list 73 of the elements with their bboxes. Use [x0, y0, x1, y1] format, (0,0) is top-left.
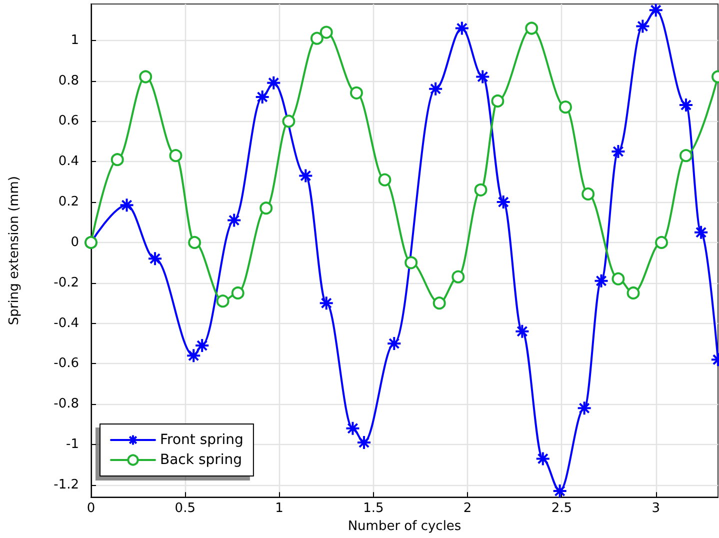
point [559, 100, 572, 114]
point [194, 338, 210, 354]
point [188, 236, 202, 249]
y-tick-label: 0.2 [58, 194, 79, 210]
point [491, 94, 504, 108]
point [610, 144, 626, 160]
y-axis-title: Spring extension (mm) [7, 176, 22, 326]
point [282, 114, 296, 128]
x-axis-title: Number of cycles [348, 519, 462, 534]
point [260, 202, 273, 215]
point [576, 400, 592, 416]
point [514, 324, 530, 339]
point [378, 173, 392, 186]
point [345, 420, 360, 436]
y-tick-label: 0.6 [58, 114, 79, 129]
y-tick-label: -1 [66, 437, 79, 452]
legend-label: Back spring [160, 452, 242, 468]
y-tick-label: -0.6 [54, 356, 79, 372]
y-tick-label: 0.8 [58, 73, 79, 88]
point [139, 70, 152, 84]
x-tick-label: 3 [652, 501, 660, 516]
x-tick-label: 2.5 [551, 501, 572, 516]
point [110, 153, 124, 166]
x-tick-label: 2 [463, 501, 472, 516]
point [626, 286, 640, 300]
point [525, 22, 538, 35]
point [350, 86, 363, 100]
point [452, 270, 465, 284]
x-tick-label: 1 [275, 501, 284, 516]
point [386, 336, 402, 352]
point [678, 98, 694, 113]
legend-label: Front spring [160, 432, 244, 448]
x-tick-label: 1.5 [363, 501, 384, 516]
y-tick-label: -1.2 [54, 477, 79, 492]
point [298, 168, 314, 184]
point [404, 256, 418, 270]
point [648, 2, 664, 18]
point [475, 69, 490, 84]
point [694, 224, 709, 240]
x-tick-label: 0.5 [174, 501, 196, 516]
point [231, 286, 244, 300]
point [310, 32, 324, 45]
point [226, 212, 242, 228]
y-tick-label: 1 [70, 32, 79, 48]
point [454, 20, 470, 36]
point [428, 81, 444, 96]
point [432, 296, 446, 310]
point [612, 272, 625, 286]
point [320, 26, 333, 39]
point [655, 236, 668, 249]
point [496, 194, 511, 210]
point [216, 294, 230, 308]
point [582, 187, 595, 200]
point [680, 149, 692, 162]
point [266, 75, 282, 90]
point [635, 18, 650, 34]
y-tick-label: -0.2 [54, 275, 79, 290]
point [356, 435, 372, 450]
point [119, 198, 134, 213]
point [535, 451, 550, 466]
y-tick-label: 0 [70, 234, 79, 250]
x-tick-label: 0 [86, 501, 96, 516]
y-tick-label: -0.8 [54, 396, 79, 412]
point [148, 251, 163, 266]
point [552, 484, 568, 499]
point [318, 296, 334, 311]
point [594, 273, 609, 288]
y-tick-label: 0.4 [58, 154, 79, 170]
point [186, 348, 202, 364]
y-tick-label: -0.4 [54, 316, 79, 331]
point [474, 183, 488, 196]
point [169, 149, 182, 162]
point [254, 89, 270, 104]
